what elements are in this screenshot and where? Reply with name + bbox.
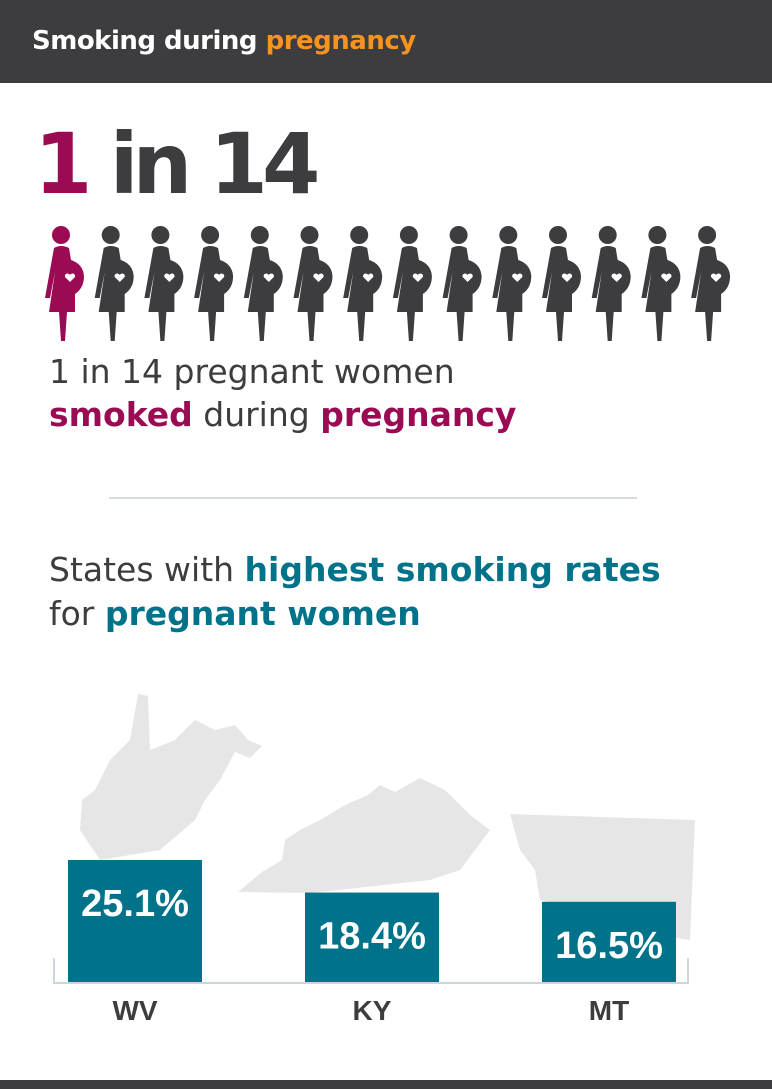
pregnant-women-icons bbox=[45, 226, 731, 341]
title-highlight: pregnancy bbox=[265, 26, 417, 56]
section-heading-line-1: States with highest smoking rates bbox=[49, 550, 661, 589]
heading-b1: for bbox=[49, 594, 105, 633]
pregnant-woman-icon bbox=[45, 226, 84, 341]
bar-value-label: 25.1% bbox=[81, 883, 189, 925]
section-heading-line-2: for pregnant women bbox=[49, 594, 421, 633]
bar-value-label: 18.4% bbox=[318, 916, 426, 958]
stat-numerator: 1 bbox=[34, 115, 93, 213]
heading-a1: States with bbox=[49, 550, 245, 589]
footer-bar bbox=[0, 1080, 772, 1089]
title-prefix: Smoking during bbox=[32, 26, 266, 56]
big-stat: 1 in 14 bbox=[34, 122, 320, 206]
statement-during: during bbox=[192, 395, 321, 434]
category-label: KY bbox=[353, 995, 392, 1026]
stat-rest: in 14 bbox=[86, 115, 321, 213]
category-label: WV bbox=[112, 995, 157, 1026]
pregnant-woman-icon bbox=[94, 226, 134, 341]
header-title: Smoking during pregnancy bbox=[32, 26, 416, 56]
header-bar: Smoking during pregnancy bbox=[0, 0, 772, 83]
kentucky-map bbox=[238, 778, 490, 893]
bar-value-label: 16.5% bbox=[555, 925, 663, 967]
pregnant-woman-icon bbox=[293, 226, 333, 341]
pregnant-woman-icon bbox=[144, 226, 184, 341]
heading-a2: highest smoking rates bbox=[244, 550, 661, 589]
pregnant-woman-icon bbox=[442, 226, 482, 341]
pregnant-woman-icon bbox=[591, 226, 631, 341]
pregnant-woman-icon bbox=[194, 226, 234, 341]
x-axis bbox=[53, 958, 689, 984]
bar-chart: 25.1% WV 18.4% KY 16.5% MT bbox=[53, 694, 695, 1026]
statement-pregnancy: pregnancy bbox=[320, 395, 517, 434]
pregnant-woman-icon bbox=[492, 226, 532, 341]
pregnant-woman-icon bbox=[542, 226, 581, 341]
pregnant-woman-icon bbox=[691, 226, 731, 341]
divider bbox=[109, 497, 637, 499]
west-virginia-map bbox=[80, 694, 262, 860]
bar-WV bbox=[68, 860, 202, 982]
pregnant-woman-icon bbox=[243, 226, 283, 341]
statement-smoked: smoked bbox=[49, 395, 193, 434]
pregnant-woman-icon bbox=[343, 226, 383, 341]
pregnant-woman-icon bbox=[641, 226, 681, 341]
statement-line-2: smoked during pregnancy bbox=[49, 395, 516, 434]
heading-b2: pregnant women bbox=[104, 594, 421, 633]
category-label: MT bbox=[589, 995, 629, 1026]
statement-line-1: 1 in 14 pregnant women bbox=[49, 352, 455, 391]
bar-MT bbox=[542, 901, 676, 982]
bar-KY bbox=[305, 892, 439, 982]
pregnant-woman-icon bbox=[392, 226, 432, 341]
